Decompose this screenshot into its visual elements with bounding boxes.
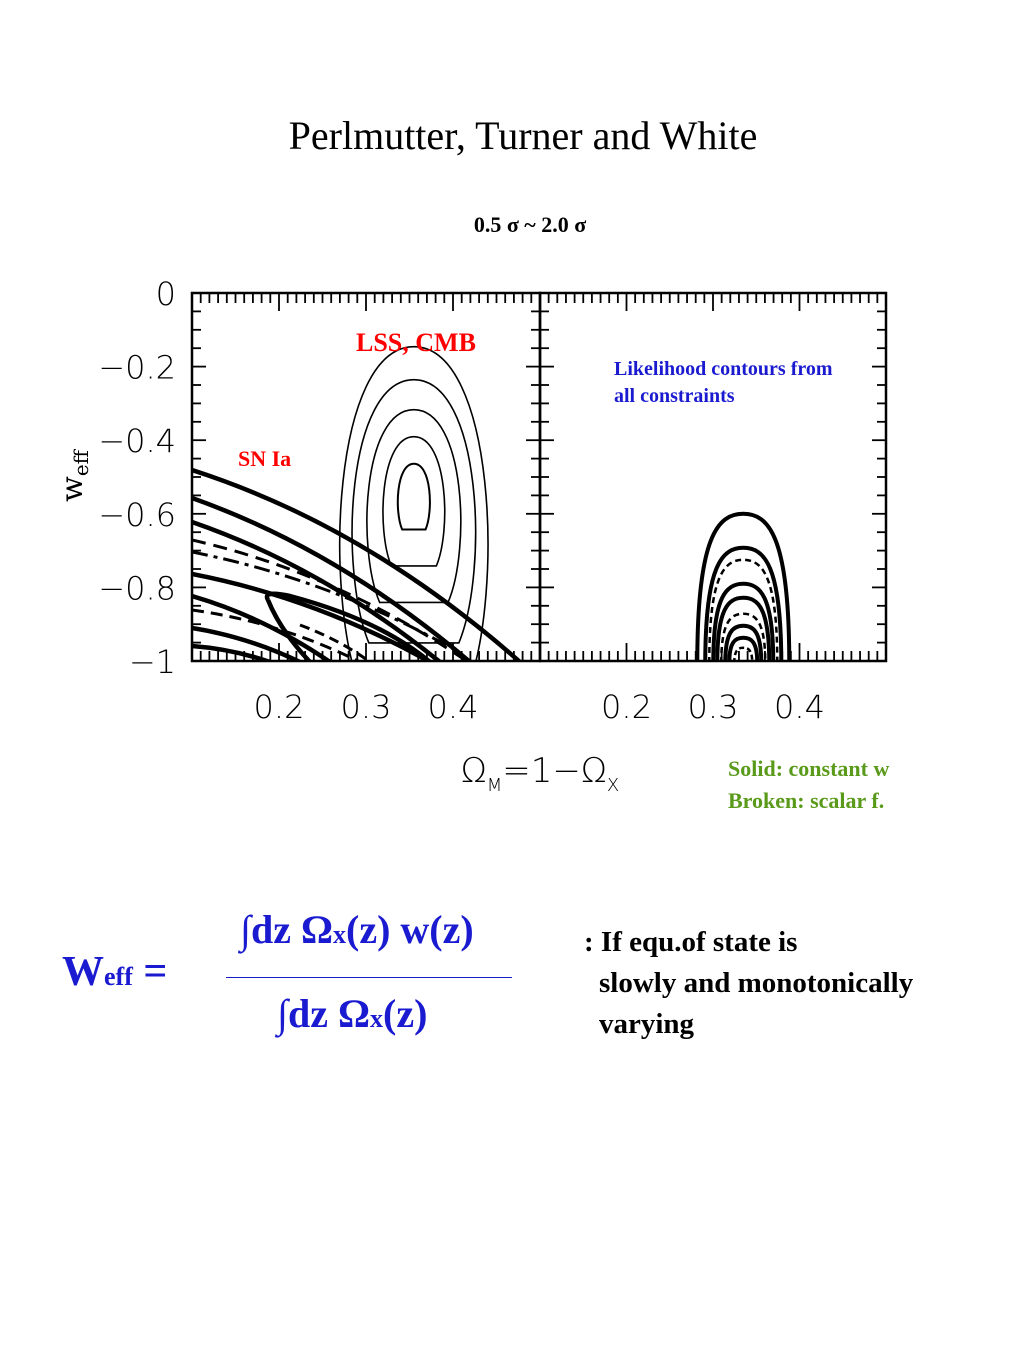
likelihood-contour	[727, 635, 760, 661]
weff-equals: =	[132, 949, 168, 995]
sn-ia-contour	[299, 623, 371, 661]
likelihood-note-line2: all constraints	[614, 385, 735, 407]
formula-numerator: ∫dz Ωx(z) w(z)	[240, 906, 474, 953]
x-tick-label: 0.4	[428, 688, 479, 726]
sn-ia-contour	[192, 550, 456, 652]
likelihood-contour	[733, 646, 754, 661]
y-tick-label: −0.8	[98, 569, 176, 607]
sigma-range-label: 0.5 σ ~ 2.0 σ	[473, 212, 587, 237]
likelihood-note: Likelihood contours from all constraints	[614, 356, 884, 410]
condition-note: : If equ.of state is slowly and monotoni…	[584, 922, 1004, 1045]
lss-cmb-contour	[396, 462, 431, 531]
sn-ia-contour	[192, 625, 301, 661]
lss-cmb-contour	[366, 408, 462, 604]
y-tick-label: −0.2	[98, 349, 176, 387]
sn-ia-contour	[192, 608, 361, 661]
condition-line1: : If equ.of state is	[584, 926, 798, 958]
likelihood-contour	[708, 558, 779, 661]
likelihood-contour	[723, 623, 764, 661]
x-tick-label: 0.2	[254, 688, 305, 726]
y-tick-label: −0.6	[98, 496, 176, 534]
lss-cmb-contour	[338, 345, 489, 661]
weff-symbol: Weff =	[62, 948, 167, 996]
condition-line2: slowly and monotonically	[599, 967, 914, 999]
den-integral: ∫dz Ω	[277, 991, 370, 1036]
formula-denominator: ∫dz Ωx(z)	[277, 990, 427, 1037]
plot-frame-right	[538, 291, 888, 663]
den-rest: (z)	[383, 991, 428, 1036]
lss-cmb-label: LSS, CMB	[356, 328, 476, 357]
right-panel-curves	[695, 511, 792, 661]
sn-ia-contour	[192, 571, 432, 661]
x-tick-label: 0.4	[774, 688, 825, 726]
lss-cmb-contour	[382, 435, 446, 567]
contour-chart: 0 −0.2 −0.4 −0.6 −0.8 −1 0.2 0.3 0.4 0.2 0.3 0.4 wef…	[55, 275, 888, 796]
likelihood-contour	[711, 581, 776, 661]
legend-solid: Solid: constant w	[728, 756, 890, 781]
likelihood-contour	[720, 612, 767, 661]
sn-ia-contour	[192, 643, 271, 661]
likelihood-contour	[703, 545, 784, 661]
weff-main: W	[62, 949, 104, 995]
x-axis-label: ΩM=1−ΩX	[461, 751, 619, 796]
sn-ia-contour	[264, 591, 432, 661]
weff-sub: eff	[104, 962, 133, 991]
legend-broken: Broken: scalar f.	[728, 788, 885, 813]
y-tick-label: −0.4	[98, 422, 176, 460]
x-tick-label: 0.3	[688, 688, 739, 726]
y-tick-label: 0	[156, 275, 176, 313]
y-axis-label: weff	[55, 448, 93, 502]
page-title: Perlmutter, Turner and White	[288, 113, 758, 158]
condition-line3: varying	[599, 1008, 695, 1040]
x-tick-label: 0.3	[341, 688, 392, 726]
num-rest: (z) w(z)	[346, 907, 474, 952]
sn-ia-contour	[192, 467, 522, 661]
sn-ia-contour	[192, 495, 472, 661]
sn-ia-label: SN Ia	[238, 446, 292, 471]
legend-note: Solid: constant w Broken: scalar f.	[728, 753, 988, 817]
num-integral: ∫dz Ω	[240, 907, 333, 952]
y-tick-label: −1	[129, 643, 176, 681]
num-sub: x	[333, 920, 346, 949]
den-sub: x	[370, 1004, 383, 1033]
x-tick-label: 0.2	[601, 688, 652, 726]
sn-ia-contour	[192, 593, 332, 661]
likelihood-contour	[695, 511, 792, 661]
fraction-bar	[226, 977, 512, 978]
left-panel-curves	[192, 345, 522, 661]
likelihood-note-line1: Likelihood contours from	[614, 358, 833, 380]
likelihood-contour	[715, 595, 772, 661]
